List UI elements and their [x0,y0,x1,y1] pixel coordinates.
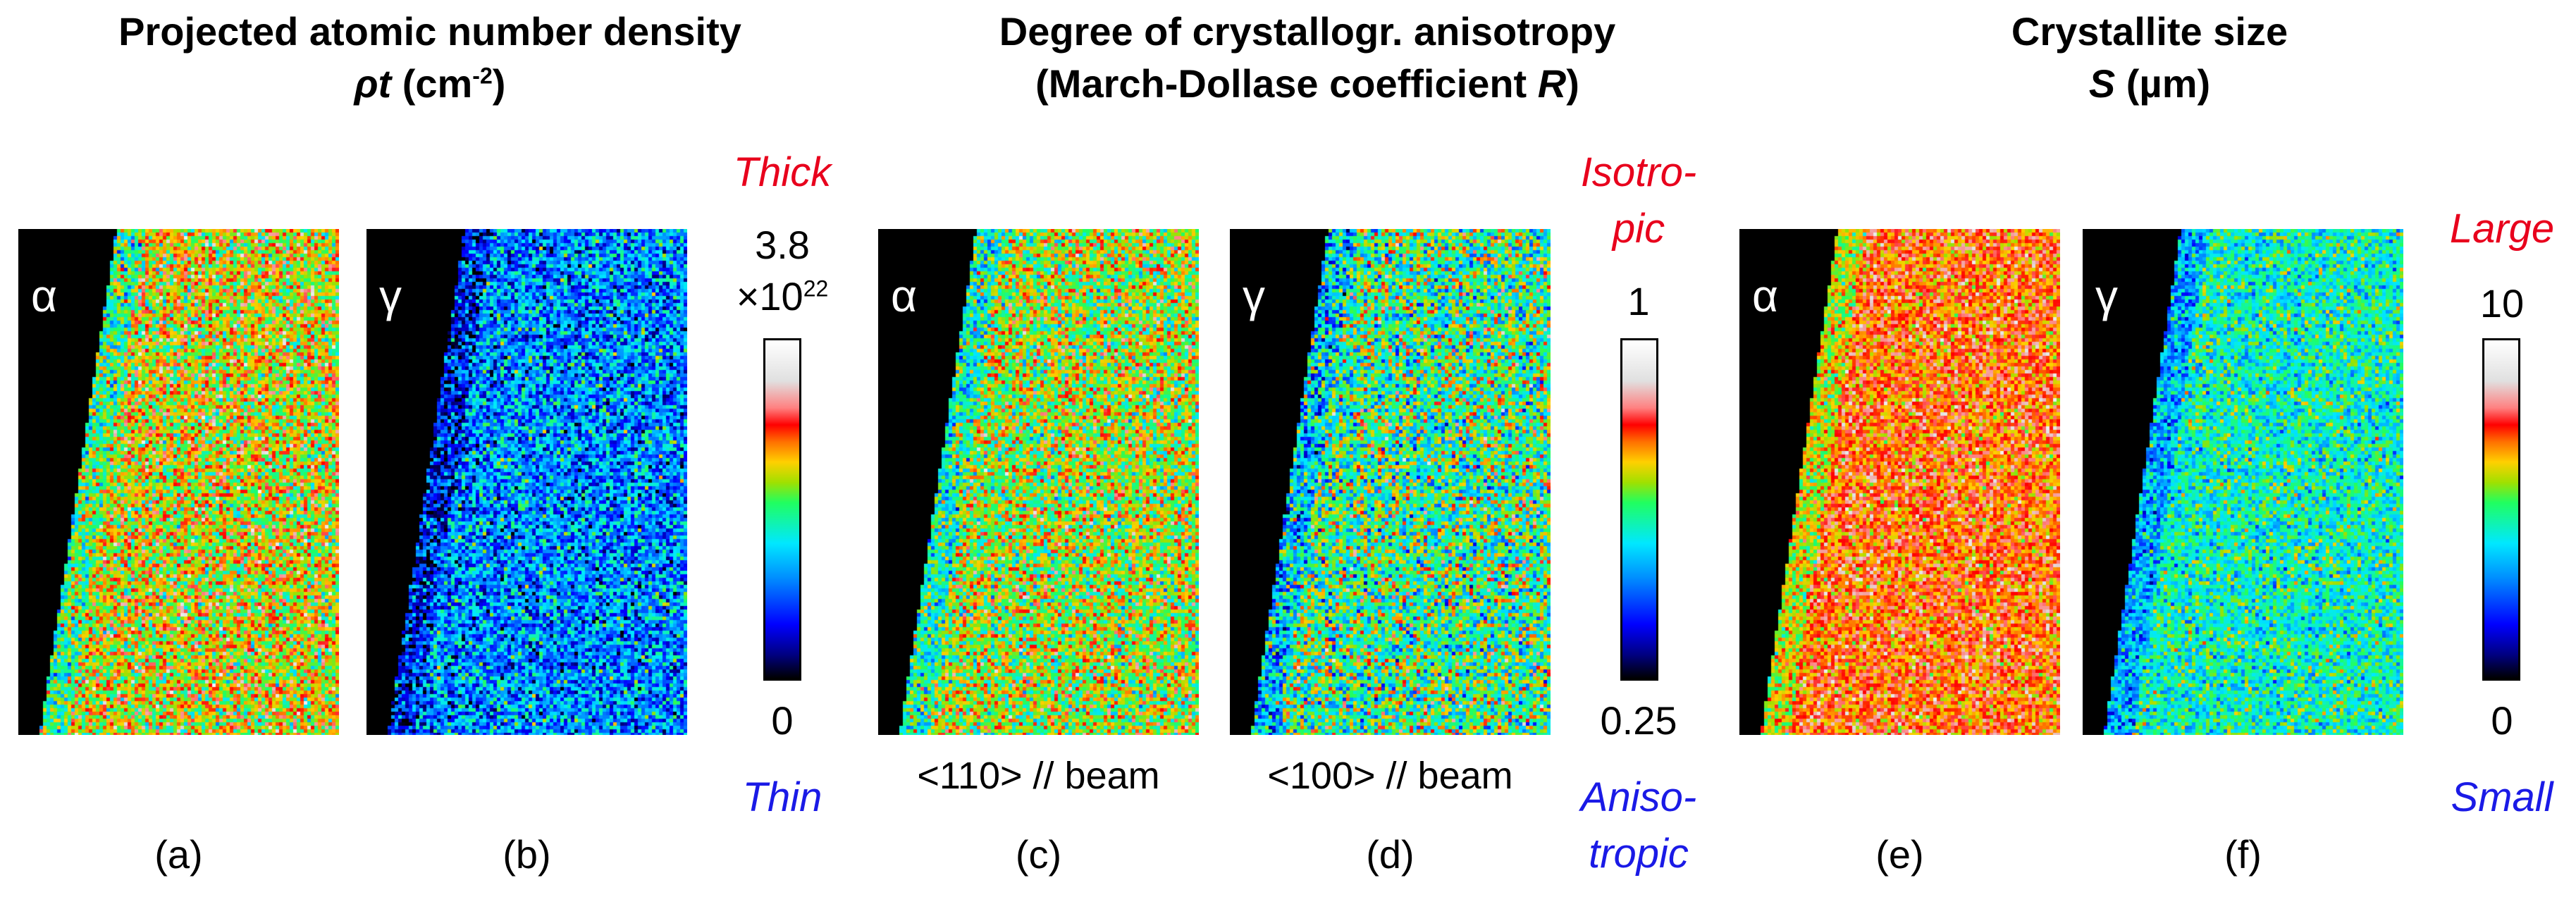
density-title-line2: ρt (cm-2) [28,58,832,110]
map-d-canvas [1230,229,1551,735]
size-title-line1: Crystallite size [2011,9,2288,54]
scale1-min: 0 [771,698,794,743]
map-c-canvas [878,229,1199,735]
map-c-alpha-anisotropy: α [878,229,1199,735]
size-title-line2: S (µm) [1832,58,2467,110]
phase-label-alpha: α [31,271,57,321]
scale3-low-label: Small [2451,774,2553,820]
scale2-colorbar [1620,338,1658,681]
map-b-canvas [366,229,687,735]
size-title: Crystallite size S (µm) [1832,6,2467,110]
beam-direction-c: <110> // beam [917,755,1160,797]
scale1-multiplier: ×1022 [705,273,860,319]
phase-label-gamma: γ [2095,271,2118,321]
scale1-mult: ×10 [736,274,803,318]
scale3-max: 10 [2479,281,2525,326]
scale2-high-label-2: pic [1612,206,1665,252]
density-unit-exp: -2 [472,63,493,89]
scale1-max: 3.8 [755,223,810,267]
anisotropy-title: Degree of crystallogr. anisotropy (March… [909,6,1706,110]
caption-f: (f) [2224,832,2262,877]
anisotropy-title-post: ) [1566,61,1579,106]
density-unit: (cm [402,61,473,106]
scale1-colorbar [763,338,801,681]
map-b-gamma-density: γ [366,229,687,735]
map-f-canvas [2083,229,2403,735]
scale2-min: 0.25 [1600,698,1677,743]
phase-label-gamma: γ [1243,271,1265,321]
phase-label-alpha: α [891,271,917,321]
map-e-alpha-size: α [1739,229,2060,735]
density-unit-close: ) [492,61,506,106]
density-title-line1: Projected atomic number density [118,9,741,54]
scale1-exp: 22 [803,276,829,302]
map-f-gamma-size: γ [2083,229,2403,735]
scale2-low-label: Aniso- tropic [1561,769,1716,882]
map-e-canvas [1739,229,2060,735]
anisotropy-title-line1: Degree of crystallogr. anisotropy [999,9,1616,54]
scale2-high-label-1: Isotro- [1580,149,1697,195]
scale3-min: 0 [2491,698,2513,743]
scale3-colorbar [2482,338,2520,681]
anisotropy-title-pre: (March-Dollase coefficient [1035,61,1527,106]
caption-d: (d) [1366,832,1415,877]
density-title: Projected atomic number density ρt (cm-2… [28,6,832,110]
beam-direction-d: <100> // beam [1267,755,1513,797]
scale2-max: 1 [1627,279,1650,323]
anisotropy-title-line2: (March-Dollase coefficient R) [909,58,1706,110]
map-a-alpha-density: α [18,229,339,735]
caption-a: (a) [154,832,203,877]
map-a-canvas [18,229,339,735]
size-unit: (µm) [2126,61,2211,106]
density-symbol: ρt [354,61,392,106]
caption-b: (b) [503,832,551,877]
scale1-high-label: Thick [733,149,832,195]
scale1-low-label: Thin [742,774,822,820]
map-d-gamma-anisotropy: γ [1230,229,1551,735]
size-symbol: S [2088,61,2116,106]
caption-e: (e) [1875,832,1924,877]
scale2-low-label-2: tropic [1589,831,1689,877]
anisotropy-symbol: R [1537,61,1567,106]
phase-label-gamma: γ [379,271,402,321]
phase-label-alpha: α [1752,271,1778,321]
caption-c: (c) [1015,832,1062,877]
scale2-low-label-1: Aniso- [1580,774,1697,820]
scale2-high-label: Isotro- pic [1561,144,1716,257]
scale3-high-label: Large [2449,206,2555,252]
